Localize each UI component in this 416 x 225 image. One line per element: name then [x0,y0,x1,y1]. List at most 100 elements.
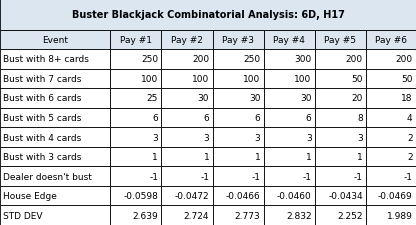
Bar [0,50,110,69]
Bar [366,166,416,186]
Text: -0.0434: -0.0434 [328,191,363,200]
Text: 30: 30 [198,94,209,103]
Bar [0,69,110,89]
Bar [110,128,161,147]
Bar [366,128,416,147]
Text: 2.832: 2.832 [286,211,312,220]
Bar [264,108,315,128]
Text: Buster Blackjack Combinatorial Analysis: 6D, H17: Buster Blackjack Combinatorial Analysis:… [72,10,344,20]
Bar [110,206,161,225]
Bar [366,69,416,89]
Text: 2.252: 2.252 [337,211,363,220]
Bar [315,186,366,206]
Text: 250: 250 [243,55,260,64]
Text: 100: 100 [192,74,209,83]
Bar [213,186,264,206]
Text: 20: 20 [352,94,363,103]
Text: 50: 50 [351,74,363,83]
Text: Pay #5: Pay #5 [324,36,357,45]
Text: Bust with 5 cards: Bust with 5 cards [3,113,82,122]
Text: Bust with 3 cards: Bust with 3 cards [3,152,82,161]
Bar [264,30,315,50]
Bar [110,50,161,69]
Bar [213,206,264,225]
Bar [0,206,110,225]
Bar [0,147,110,166]
Bar [161,89,213,108]
Bar [0,0,416,30]
Bar [0,166,110,186]
Text: 2.639: 2.639 [132,211,158,220]
Bar [315,206,366,225]
Bar [110,166,161,186]
Bar [110,186,161,206]
Text: 2: 2 [407,133,413,142]
Bar [366,206,416,225]
Bar [315,147,366,166]
Bar [0,128,110,147]
Text: 2.773: 2.773 [235,211,260,220]
Text: -1: -1 [302,172,312,181]
Text: 4: 4 [407,113,413,122]
Bar [366,30,416,50]
Text: -1: -1 [200,172,209,181]
Bar [0,108,110,128]
Text: 3: 3 [255,133,260,142]
Text: -1: -1 [404,172,413,181]
Text: 18: 18 [401,94,413,103]
Bar [315,89,366,108]
Text: 1: 1 [203,152,209,161]
Text: Bust with 6 cards: Bust with 6 cards [3,94,82,103]
Bar [161,50,213,69]
Text: House Edge: House Edge [3,191,57,200]
Text: 1: 1 [152,152,158,161]
Text: 100: 100 [243,74,260,83]
Bar [161,166,213,186]
Bar [213,69,264,89]
Text: 2: 2 [407,152,413,161]
Text: 1.989: 1.989 [387,211,413,220]
Text: 1: 1 [357,152,363,161]
Text: Bust with 8+ cards: Bust with 8+ cards [3,55,89,64]
Text: -0.0466: -0.0466 [225,191,260,200]
Text: -1: -1 [251,172,260,181]
Text: Event: Event [42,36,68,45]
Text: -1: -1 [149,172,158,181]
Text: 30: 30 [300,94,312,103]
Text: Pay #3: Pay #3 [222,36,254,45]
Text: Pay #2: Pay #2 [171,36,203,45]
Bar [161,147,213,166]
Text: 6: 6 [203,113,209,122]
Bar [0,30,110,50]
Bar [264,128,315,147]
Bar [110,69,161,89]
Bar [366,89,416,108]
Bar [161,30,213,50]
Text: 200: 200 [346,55,363,64]
Text: -0.0469: -0.0469 [378,191,413,200]
Text: 100: 100 [141,74,158,83]
Text: 6: 6 [306,113,312,122]
Bar [213,128,264,147]
Bar [213,108,264,128]
Text: Dealer doesn't bust: Dealer doesn't bust [3,172,92,181]
Text: Pay #1: Pay #1 [120,36,152,45]
Bar [264,50,315,69]
Bar [213,30,264,50]
Bar [315,30,366,50]
Bar [213,147,264,166]
Text: 3: 3 [306,133,312,142]
Bar [315,166,366,186]
Text: 6: 6 [152,113,158,122]
Text: 50: 50 [401,74,413,83]
Bar [315,69,366,89]
Text: STD DEV: STD DEV [3,211,43,220]
Text: -0.0598: -0.0598 [123,191,158,200]
Bar [264,69,315,89]
Text: Bust with 4 cards: Bust with 4 cards [3,133,82,142]
Text: 200: 200 [192,55,209,64]
Text: 6: 6 [255,113,260,122]
Bar [366,108,416,128]
Bar [0,89,110,108]
Text: 1: 1 [255,152,260,161]
